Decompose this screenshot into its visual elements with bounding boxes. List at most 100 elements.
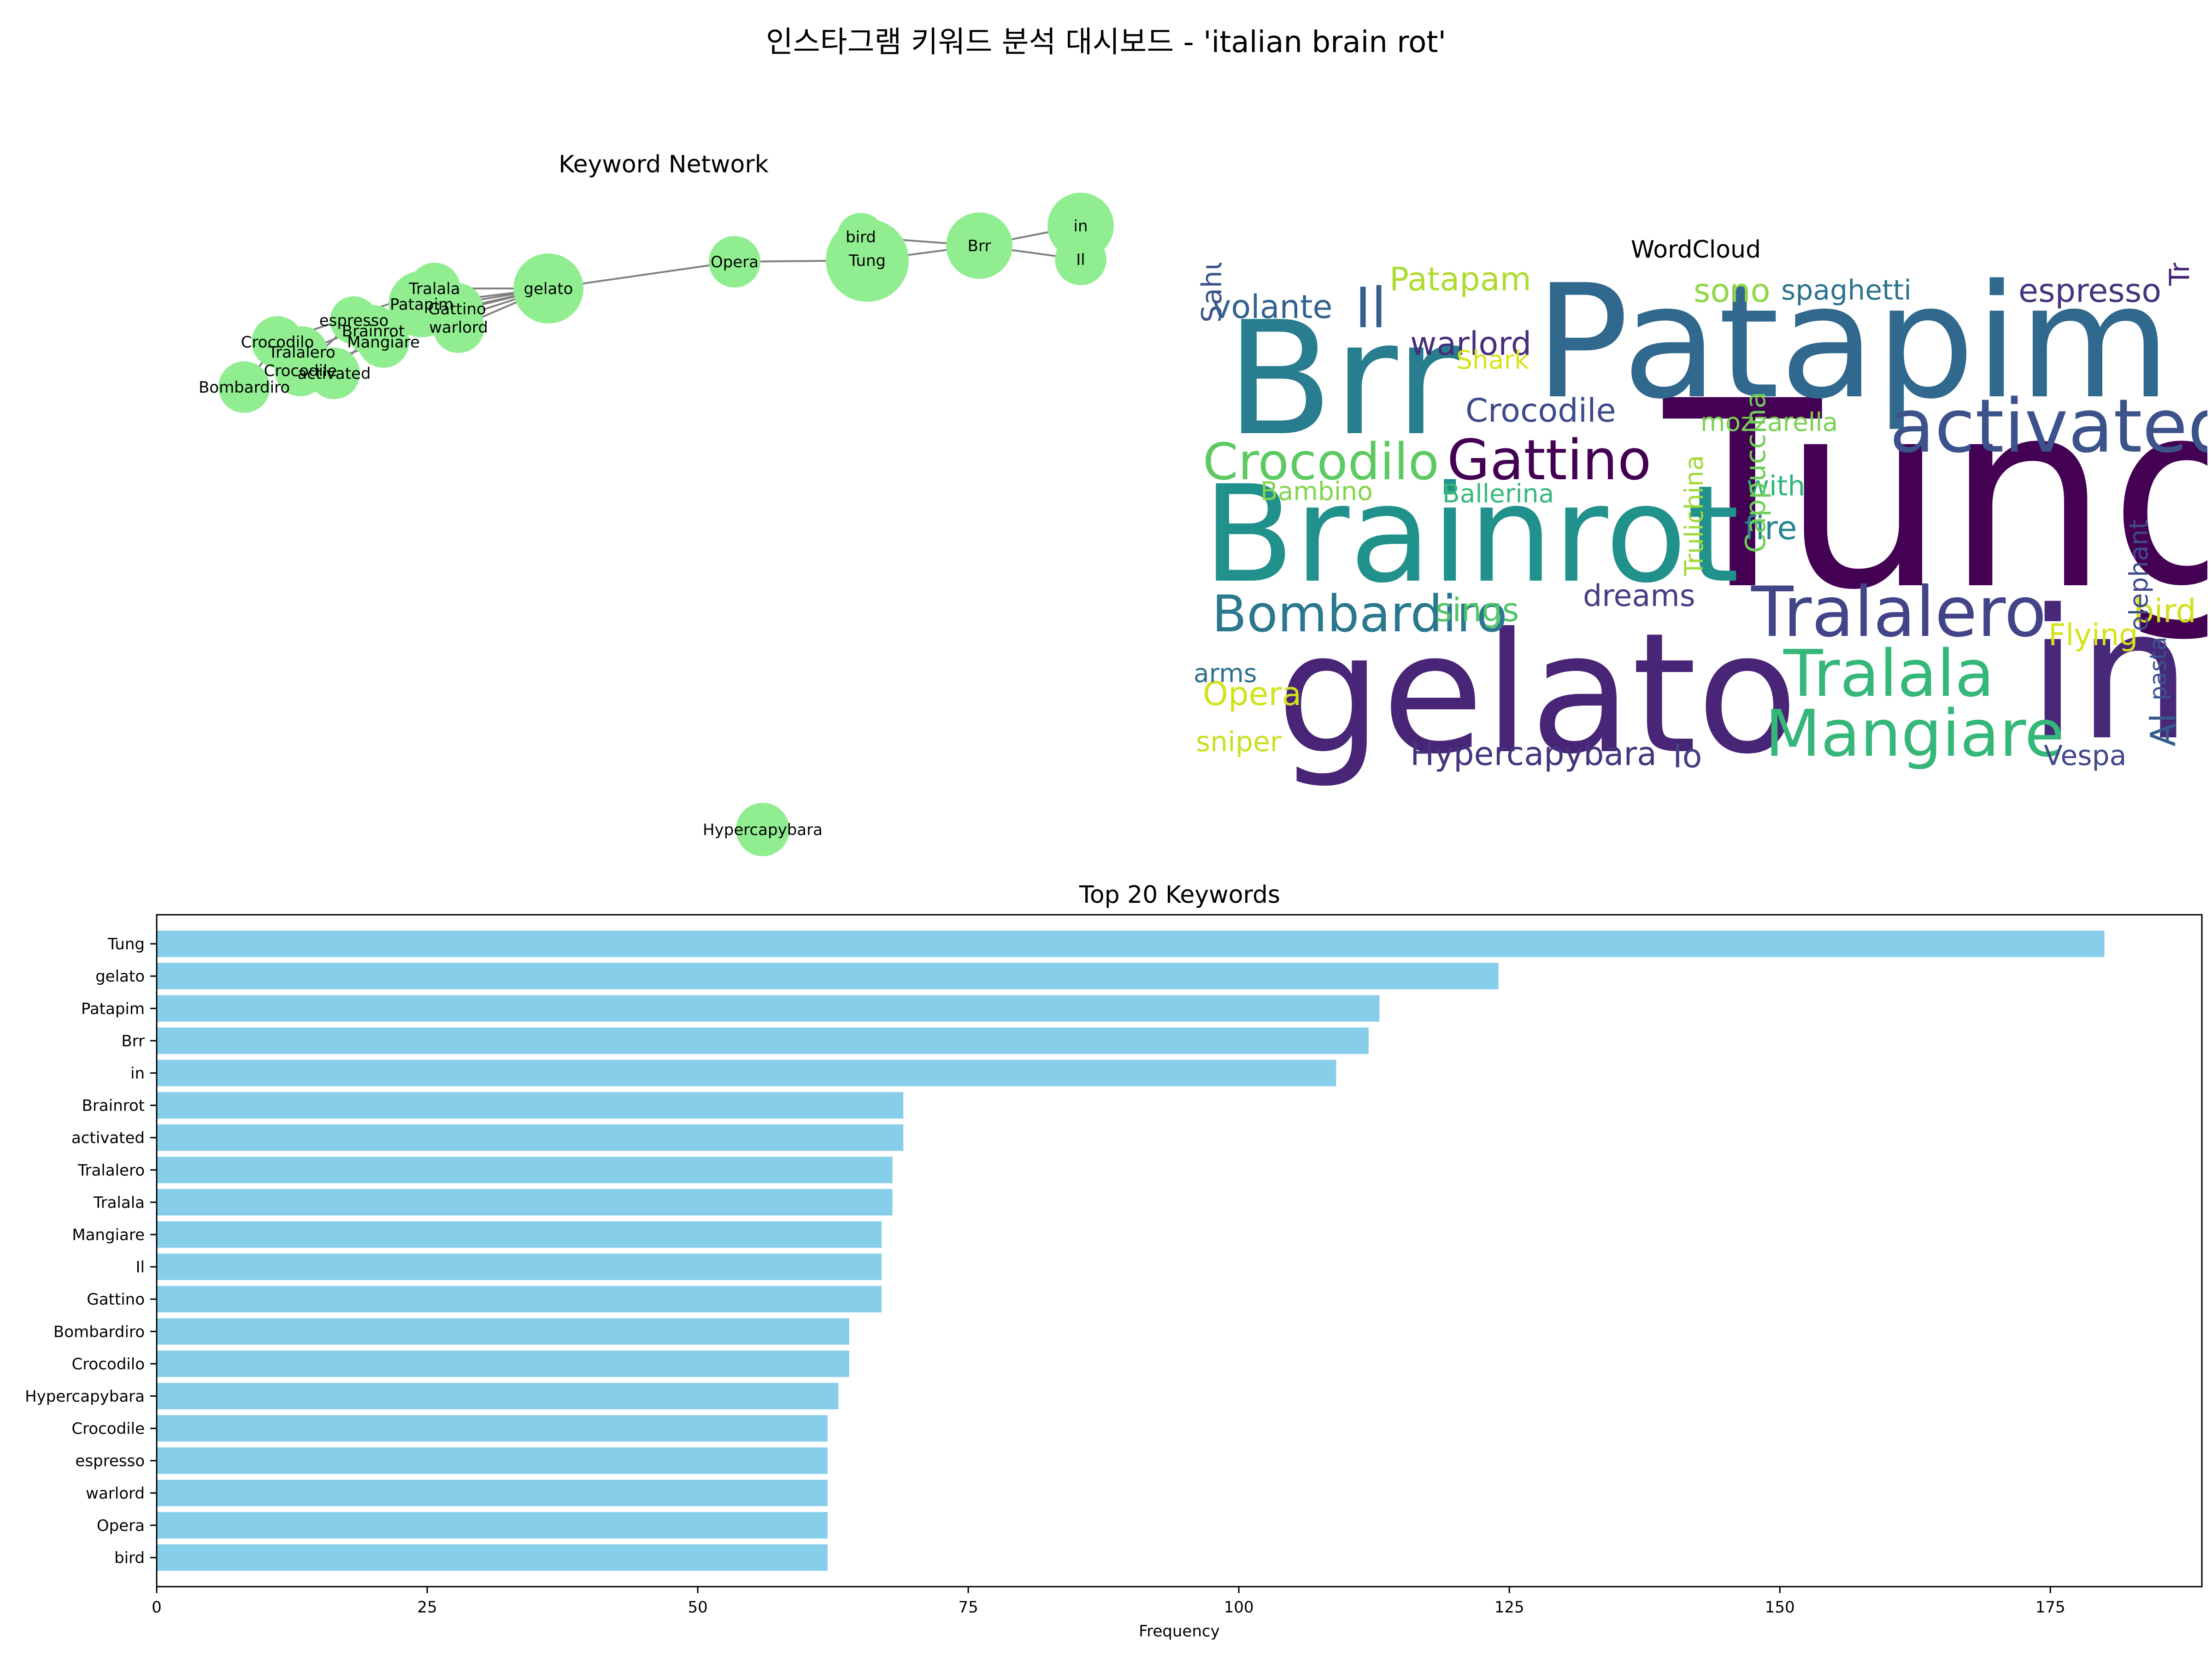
dashboard-title: 인스타그램 키워드 분석 대시보드 - 'italian brain rot' — [765, 25, 1447, 59]
y-tick-label-in: in — [130, 1064, 145, 1082]
y-tick-label-patapim: Patapim — [81, 1000, 145, 1018]
wordcloud-word-elephant: elephant — [2124, 519, 2153, 631]
network-node-gelato — [513, 253, 583, 324]
network-label-il: Il — [1076, 251, 1085, 269]
network-node-hypercapybara — [736, 803, 789, 856]
y-tick-label-activated: activated — [71, 1129, 145, 1147]
wordcloud-word-sahur: Sahur — [1196, 263, 1228, 323]
y-tick-label-crocodilo: Crocodilo — [71, 1355, 145, 1373]
bar-series — [157, 930, 2105, 1571]
wordcloud-word-trulimero: Trulimero — [2164, 263, 2196, 286]
bar-brr — [157, 1027, 1369, 1054]
bar-crocodile — [157, 1415, 828, 1442]
y-axis: Tung gelato Patapim Brr in Brainrot activated T… — [25, 935, 157, 1567]
wordcloud-word-volante: volante — [1212, 288, 1332, 326]
x-tick-label-150: 150 — [1765, 1598, 1795, 1617]
wordcloud-word-tralala: Tralala — [1783, 636, 1994, 712]
x-tick-label-100: 100 — [1224, 1598, 1254, 1617]
wordcloud-word-sings: sings — [1435, 591, 1519, 629]
wordcloud-word-hypercapybara: Hypercapybara — [1410, 735, 1657, 773]
wordcloud-word-fire: fire — [1744, 509, 1797, 547]
y-tick-label-il: Il — [136, 1258, 145, 1277]
network-node-activated — [308, 347, 360, 399]
wordcloud-word-cappuccina: Cappuccina — [1740, 392, 1772, 553]
x-tick-label-25: 25 — [417, 1598, 437, 1617]
network-label-bird: bird — [846, 228, 876, 247]
wordcloud-word-sniper: sniper — [1196, 726, 1282, 758]
wordcloud-word-flying: Flying — [2048, 618, 2138, 653]
network-label-tralalero: Tralalero — [268, 343, 335, 362]
network-node-brr — [946, 212, 1012, 279]
bar-bombardiro — [157, 1318, 849, 1345]
network-label-bombardiro: Bombardiro — [199, 378, 290, 397]
network-node-tung — [826, 219, 909, 302]
top-keywords-bar-chart: Tung gelato Patapim Brr in Brainrot activated T… — [25, 914, 2203, 1641]
x-tick-label-125: 125 — [1494, 1598, 1524, 1617]
bar-brainrot — [157, 1092, 904, 1119]
x-tick-label-50: 50 — [688, 1598, 707, 1617]
wordcloud-word-vespa: Vespa — [2044, 740, 2126, 772]
wordcloud-word-arms: arms — [1194, 659, 1257, 688]
wordcloud-word-mozzarella: mozzarella — [1700, 407, 1838, 437]
network-title: Keyword Network — [559, 151, 769, 178]
bar-gattino — [157, 1286, 882, 1312]
y-tick-label-gelato: gelato — [95, 967, 145, 986]
network-label-espresso: espresso — [319, 312, 389, 330]
wordcloud-word-shark: Shark — [1456, 345, 1529, 375]
wordcloud-word-with: with — [1747, 470, 1805, 502]
bar-bird — [157, 1544, 828, 1571]
y-tick-label-mangiare: Mangiare — [72, 1226, 145, 1244]
wordcloud-word-crocodilo: Crocodilo — [1203, 432, 1439, 491]
wordcloud-word-brainrot: Brainrot — [1203, 457, 1739, 612]
wordcloud-word-bambino: Bambino — [1260, 477, 1373, 506]
bar-chart-title: Top 20 Keywords — [1079, 881, 1281, 909]
network-label-gattino: Gattino — [428, 300, 486, 318]
y-tick-label-tralala: Tralala — [93, 1194, 145, 1212]
y-tick-label-espresso: espresso — [75, 1452, 145, 1471]
wordcloud-word-gattino: Gattino — [1447, 429, 1651, 493]
wordcloud-word-il: Il — [1355, 276, 1387, 341]
network-node-mangiare — [358, 316, 409, 368]
bar-crocodilo — [157, 1350, 849, 1377]
y-tick-label-hypercapybara: Hypercapybara — [25, 1387, 145, 1406]
network-label-tung: Tung — [848, 252, 886, 270]
bar-gelato — [157, 963, 1499, 989]
wordcloud-background — [1184, 263, 2207, 788]
network-label-gelato: gelato — [524, 280, 573, 298]
wordcloud-word-tung: Tung — [1659, 346, 2207, 647]
y-tick-label-brainrot: Brainrot — [82, 1097, 145, 1115]
network-nodes — [218, 193, 1114, 856]
wordcloud-title: WordCloud — [1630, 236, 1761, 264]
wordcloud-word-ballerina: Ballerina — [1442, 479, 1554, 508]
wordcloud-word-bird: bird — [2134, 592, 2196, 630]
network-label-brr: Brr — [968, 237, 991, 255]
bar-espresso — [157, 1447, 828, 1474]
network-label-brainrot: Brainrot — [342, 322, 405, 341]
y-tick-label-brr: Brr — [121, 1032, 145, 1050]
y-tick-label-bombardiro: Bombardiro — [53, 1323, 145, 1341]
keyword-network: in Il Brr bird Tung Opera gelato TralalaPatapim… — [199, 193, 1114, 856]
y-tick-label-bird: bird — [114, 1549, 145, 1567]
bar-patapim — [157, 995, 1380, 1022]
x-tick-label-0: 0 — [152, 1598, 162, 1617]
network-node-warlord — [433, 301, 484, 353]
network-node-bombardiro — [218, 361, 270, 413]
wordcloud-word-activated: activated — [1889, 383, 2207, 469]
network-label-tralala: Tralala — [408, 280, 460, 298]
y-tick-label-gattino: Gattino — [87, 1290, 145, 1309]
x-axis-label: Frequency — [1139, 1622, 1220, 1641]
network-label-crocodilo: Crocodilo — [241, 333, 314, 352]
bar-il — [157, 1253, 882, 1280]
y-tick-label-tralalero: Tralalero — [77, 1161, 145, 1180]
wordcloud-word-warlord: warlord — [1410, 325, 1531, 363]
wordcloud-word-sono: sono — [1694, 272, 1771, 310]
wordcloud-word-espresso: espresso — [2018, 272, 2161, 310]
wordcloud-word-bombardiro: Bombardiro — [1212, 584, 1507, 643]
network-node-opera — [709, 236, 760, 288]
wordcloud-word-tralalero: Tralalero — [1751, 572, 2047, 653]
plot-frame — [156, 914, 2203, 1588]
wordcloud-word-al: Al — [2143, 713, 2183, 747]
wordcloud-word-trulichina: Trulichina — [1679, 455, 1709, 577]
y-tick-label-warlord: warlord — [86, 1484, 145, 1503]
